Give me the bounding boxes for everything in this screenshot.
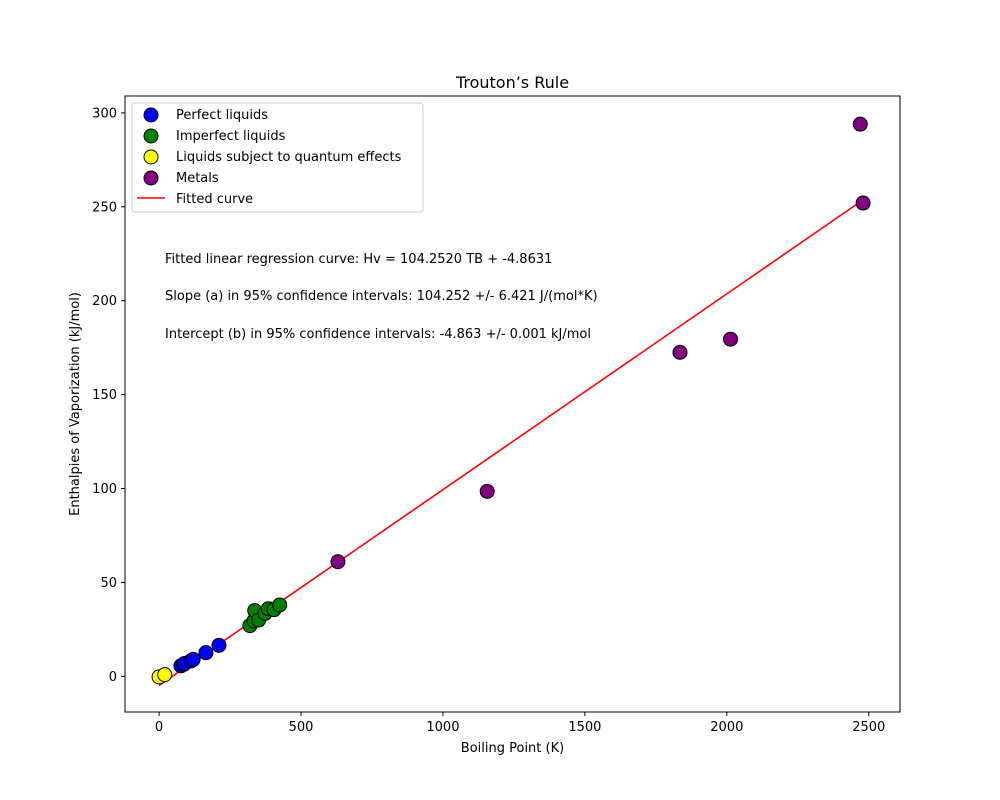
perfect-liquids-point [211, 637, 227, 653]
annotation-slope-interval: Slope (a) in 95% confidence intervals: 1… [165, 289, 598, 304]
legend-marker-perfect-liquids [143, 107, 159, 123]
y-tick-label: 0 [109, 670, 117, 685]
legend-label-imperfect-liquids: Imperfect liquids [176, 129, 286, 144]
metals-point [672, 344, 688, 360]
legend-label-metals: Metals [176, 171, 219, 186]
imperfect-liquids-point [272, 597, 288, 613]
y-tick-label: 200 [92, 294, 117, 309]
legend-label-perfect-liquids: Perfect liquids [176, 108, 268, 123]
legend: Perfect liquids Imperfect liquids Liquid… [131, 102, 424, 213]
metals-point [855, 195, 871, 211]
y-axis-ticks: 0 50 100 150 200 250 300 [92, 106, 125, 685]
legend-marker-imperfect-liquids [143, 128, 159, 144]
x-tick-label: 2500 [852, 720, 885, 735]
legend-label-fitted-curve: Fitted curve [176, 192, 253, 207]
legend-marker-quantum-liquids [143, 149, 159, 165]
x-tick-label: 1500 [568, 720, 601, 735]
legend-label-quantum-liquids: Liquids subject to quantum effects [176, 150, 402, 165]
x-axis-ticks: 0 500 1000 1500 2000 2500 [155, 712, 885, 735]
annotation-regression-equation: Fitted linear regression curve: Hv = 104… [165, 252, 552, 267]
chart-title: Trouton’s Rule [455, 73, 569, 92]
legend-marker-metals [143, 170, 159, 186]
metals-point [479, 483, 495, 499]
x-tick-label: 1000 [426, 720, 459, 735]
perfect-liquids-point [185, 651, 201, 667]
metals-point [852, 116, 868, 132]
perfect-liquids-point [198, 645, 214, 661]
data-points-layer [151, 116, 871, 685]
y-tick-label: 150 [92, 388, 117, 403]
liquids-subject-to-quantum-effects-point [157, 667, 173, 683]
x-tick-label: 0 [155, 720, 163, 735]
x-tick-label: 500 [289, 720, 314, 735]
legend-box [131, 102, 424, 213]
y-tick-label: 50 [100, 576, 117, 591]
y-tick-label: 300 [92, 106, 117, 121]
y-tick-label: 100 [92, 482, 117, 497]
metals-point [723, 331, 739, 347]
metals-point [330, 554, 346, 570]
annotation-intercept-interval: Intercept (b) in 95% confidence interval… [165, 327, 591, 342]
y-axis-label: Enthalpies of Vaporization (kJ/mol) [68, 292, 83, 516]
y-tick-label: 250 [92, 200, 117, 215]
plot-frame [124, 95, 901, 713]
x-axis-label: Boiling Point (K) [461, 741, 564, 756]
x-tick-label: 2000 [710, 720, 743, 735]
